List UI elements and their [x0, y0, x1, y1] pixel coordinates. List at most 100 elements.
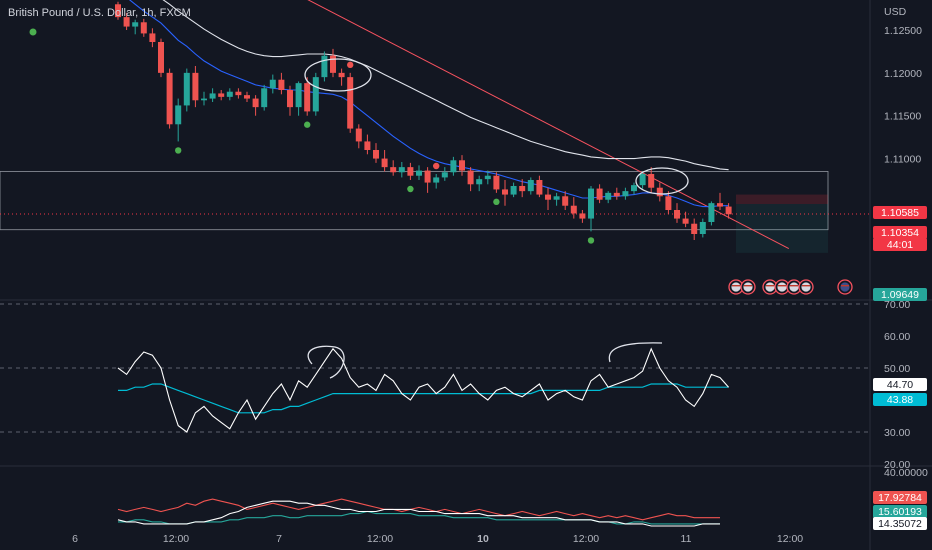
candle-body[interactable]	[269, 79, 276, 89]
candle-body[interactable]	[338, 72, 345, 78]
candle-body[interactable]	[218, 93, 225, 97]
candle-body[interactable]	[459, 160, 465, 171]
candle-body[interactable]	[166, 72, 173, 125]
candle-body[interactable]	[691, 223, 698, 234]
time-axis[interactable]: 6 12:00 7 12:00 10 12:00 11 12:00	[72, 533, 803, 545]
candle-body[interactable]	[476, 179, 483, 185]
candle-body[interactable]	[484, 175, 491, 180]
candle-body[interactable]	[209, 93, 216, 99]
candle-body[interactable]	[545, 194, 551, 200]
rsi-tag-bg	[873, 378, 927, 391]
candle-body[interactable]	[433, 177, 440, 183]
price-tag[interactable]: 44:01	[873, 238, 927, 251]
candle-body[interactable]	[149, 33, 156, 42]
candle-body[interactable]	[536, 180, 543, 195]
candle-body[interactable]	[450, 160, 457, 173]
candle-body[interactable]	[244, 95, 250, 99]
us-event-flag-icon[interactable]	[786, 279, 802, 295]
candle-body[interactable]	[622, 191, 629, 197]
candle-body[interactable]	[123, 17, 130, 27]
candle-body[interactable]	[510, 186, 517, 195]
candle-body[interactable]	[304, 83, 311, 112]
rsi-pane[interactable]	[0, 303, 870, 433]
time-tick-label: 12:00	[573, 533, 599, 545]
dmi-value-tag[interactable]: 17.92784	[873, 491, 927, 504]
dmi-pane[interactable]	[117, 498, 720, 527]
price-tag[interactable]: 1.10354	[873, 226, 927, 239]
candle-body[interactable]	[502, 189, 508, 195]
rsi-value-tag[interactable]: 44.70	[873, 378, 927, 391]
candle-body[interactable]	[493, 175, 500, 190]
candle-body[interactable]	[674, 210, 680, 219]
candle-body[interactable]	[364, 141, 371, 150]
drawing-annotations[interactable]	[304, 58, 853, 379]
candle-body[interactable]	[665, 196, 672, 210]
price-tag[interactable]: 1.10585	[873, 206, 927, 219]
candle-body[interactable]	[381, 158, 388, 168]
candle-body[interactable]	[287, 90, 293, 108]
candle-body[interactable]	[682, 218, 689, 224]
candle-body[interactable]	[201, 98, 207, 101]
price-tag[interactable]: 1.09649	[873, 288, 927, 301]
candle-body[interactable]	[553, 196, 560, 200]
candle-body[interactable]	[648, 174, 655, 188]
us-event-flag-icon[interactable]	[798, 279, 814, 295]
dmi-value-tag[interactable]: 15.60193	[873, 505, 927, 518]
candle-body[interactable]	[570, 205, 577, 214]
candle-body[interactable]	[235, 91, 242, 96]
price-axis[interactable]: USD1.125001.120001.115001.110001.100001.…	[873, 6, 928, 530]
price-pane[interactable]	[0, 0, 870, 253]
candle-body[interactable]	[699, 222, 706, 234]
candle-body[interactable]	[639, 174, 646, 186]
candle-body[interactable]	[631, 185, 637, 192]
candle-body[interactable]	[424, 170, 431, 183]
dmi-line	[117, 500, 720, 527]
candle-body[interactable]	[261, 88, 268, 108]
candle-body[interactable]	[605, 192, 612, 200]
rsi-ma-line	[118, 383, 729, 414]
symbol-legend[interactable]: British Pound / U.S. Dollar, 1h, FXCM	[8, 7, 191, 19]
candle-body[interactable]	[295, 83, 302, 108]
candle-body[interactable]	[519, 186, 526, 192]
candle-body[interactable]	[226, 91, 233, 97]
candle-body[interactable]	[416, 170, 422, 176]
uk-event-flag-icon[interactable]	[837, 279, 853, 295]
candle-body[interactable]	[373, 150, 379, 159]
candle-body[interactable]	[347, 77, 354, 129]
candle-body[interactable]	[115, 4, 121, 18]
candle-body[interactable]	[330, 55, 336, 73]
candle-body[interactable]	[467, 170, 474, 185]
rsi-tick-label: 70.00	[884, 299, 910, 311]
us-event-flag-icon[interactable]	[774, 279, 790, 295]
candle-body[interactable]	[398, 167, 405, 173]
sell-signal-dot	[347, 61, 354, 69]
candle-body[interactable]	[656, 187, 663, 197]
candle-body[interactable]	[312, 77, 319, 112]
candle-body[interactable]	[175, 105, 182, 125]
candle-body[interactable]	[321, 55, 328, 78]
candle-body[interactable]	[192, 72, 199, 101]
candle-body[interactable]	[132, 22, 139, 27]
candle-body[interactable]	[183, 72, 190, 106]
candle-body[interactable]	[596, 188, 603, 200]
candle-body[interactable]	[441, 172, 448, 178]
candle-body[interactable]	[588, 188, 594, 219]
candle-body[interactable]	[562, 196, 569, 206]
candle-body[interactable]	[407, 167, 414, 176]
candle-body[interactable]	[355, 128, 362, 142]
candle-body[interactable]	[390, 167, 397, 173]
us-event-flag-icon[interactable]	[740, 279, 756, 295]
candle-body[interactable]	[252, 98, 259, 108]
candle-body[interactable]	[579, 213, 586, 219]
candle-body[interactable]	[527, 180, 534, 192]
candle-body[interactable]	[717, 203, 723, 207]
candle-body[interactable]	[140, 22, 147, 34]
candle-body[interactable]	[613, 192, 620, 197]
candle-body[interactable]	[708, 203, 715, 222]
dmi-value-tag[interactable]: 14.35072	[873, 517, 927, 530]
candle-body[interactable]	[725, 206, 732, 215]
candle-body[interactable]	[278, 79, 285, 90]
rsi-value-tag[interactable]: 43.88	[873, 393, 927, 406]
candle-body[interactable]	[158, 42, 164, 73]
